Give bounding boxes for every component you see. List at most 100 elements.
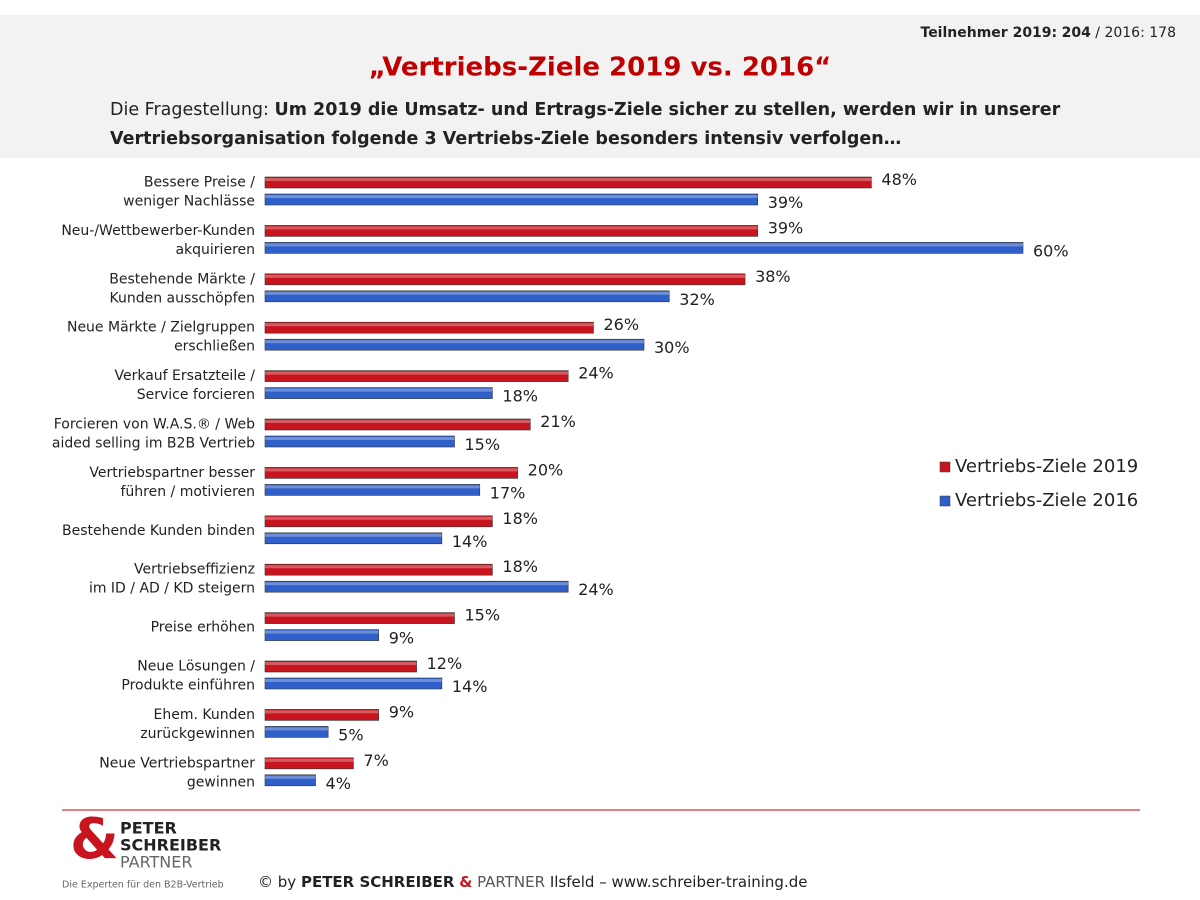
y-tick-label: weniger Nachlässe <box>123 194 255 210</box>
bar-highlight <box>265 533 442 537</box>
y-tick-label: akquirieren <box>175 242 255 258</box>
bar <box>264 563 493 576</box>
value-label: 15% <box>465 435 501 454</box>
bar <box>264 225 759 237</box>
bar-highlight <box>265 388 493 392</box>
y-tick-label: gewinnen <box>187 774 255 790</box>
count: 204 <box>1062 25 1091 41</box>
value-label: 9% <box>389 702 414 721</box>
bar-highlight <box>265 710 379 714</box>
bar-highlight <box>265 516 493 520</box>
y-tick-label: Bessere Preise / <box>144 175 255 191</box>
value-label: 4% <box>326 774 351 793</box>
bar <box>264 709 379 721</box>
bar <box>264 467 518 479</box>
company: PETER SCHREIBER <box>301 873 455 891</box>
value-label: 18% <box>502 387 538 406</box>
y-tick-label: Service forcieren <box>137 387 255 403</box>
bar <box>264 612 455 624</box>
bar <box>264 290 670 303</box>
bar <box>264 515 493 528</box>
bar <box>264 774 316 787</box>
y-tick-label: Verkauf Ersatzteile / <box>114 368 255 384</box>
bar <box>264 321 594 334</box>
bar-highlight <box>265 630 379 634</box>
bar-highlight <box>265 613 455 617</box>
separator: / <box>1095 25 1100 41</box>
bar <box>264 387 493 399</box>
y-tick-label: Forcieren von W.A.S.® / Web <box>54 417 255 433</box>
chart-title: „Vertriebs-Ziele 2019 vs. 2016“ <box>369 53 832 83</box>
y-tick-label: Kunden ausschöpfen <box>109 290 255 306</box>
y-tick-label: erschließen <box>174 339 255 355</box>
bar-highlight <box>265 195 758 198</box>
legend-swatch <box>939 461 951 473</box>
value-label: 18% <box>502 557 538 576</box>
y-tick-label: Neue Vertriebspartner <box>99 755 255 771</box>
bar <box>264 757 354 770</box>
bar <box>264 273 746 286</box>
company: PARTNER <box>477 873 545 891</box>
company-amp: & <box>459 873 472 891</box>
y-tick-label: Bestehende Kunden binden <box>62 523 255 539</box>
bar-highlight <box>265 291 670 295</box>
y-tick-label: Neue Lösungen / <box>137 659 255 675</box>
bar-highlight <box>265 420 531 423</box>
copyright-suffix: Ilsfeld – www.schreiber-training.de <box>550 873 808 891</box>
y-tick-label: im ID / AD / KD steigern <box>89 581 255 597</box>
logo-amp: & <box>70 807 119 872</box>
copyright: © by PETER SCHREIBER & PARTNER Ilsfeld –… <box>258 873 807 891</box>
y-tick-label: Vertriebseffizienz <box>134 562 255 578</box>
value-label: 5% <box>338 725 363 744</box>
count: 178 <box>1149 25 1176 41</box>
logo-text: PARTNER <box>120 853 193 872</box>
bar <box>264 484 481 496</box>
bar-highlight <box>265 485 480 489</box>
bar-highlight <box>265 226 758 230</box>
bar-highlight <box>265 679 442 682</box>
bar <box>264 242 1024 254</box>
bar-highlight <box>265 274 746 278</box>
value-label: 24% <box>578 364 614 383</box>
bar-highlight <box>265 437 455 440</box>
bar <box>264 418 531 431</box>
bar-highlight <box>265 371 569 375</box>
y-tick-label: Ehem. Kunden <box>154 707 255 723</box>
logo-text: PETER <box>120 819 177 838</box>
question-text: Vertriebsorganisation folgende 3 Vertrie… <box>110 129 901 149</box>
value-label: 38% <box>755 267 791 286</box>
bar-highlight <box>265 468 518 472</box>
y-tick-label: aided selling im B2B Vertrieb <box>52 436 255 452</box>
value-label: 18% <box>502 509 538 528</box>
value-label: 15% <box>465 606 501 625</box>
y-tick-label: Vertriebspartner besser <box>89 465 255 481</box>
bar <box>264 677 443 690</box>
value-label: 30% <box>654 338 690 357</box>
bar-highlight <box>265 178 872 181</box>
value-label: 9% <box>389 629 414 648</box>
bar-highlight <box>265 582 569 586</box>
legend-label: Vertriebs-Ziele 2016 <box>955 490 1138 511</box>
value-label: 60% <box>1033 241 1069 260</box>
value-label: 39% <box>768 193 804 212</box>
bar-highlight <box>265 340 644 344</box>
value-label: 14% <box>452 677 488 696</box>
y-tick-label: Neu-/Wettbewerber-Kunden <box>61 223 255 239</box>
y-tick-label: Preise erhöhen <box>151 620 255 636</box>
participants: Teilnehmer 2019: 204 / 2016: 178 <box>921 25 1177 41</box>
bar <box>264 726 329 738</box>
logo-text: SCHREIBER <box>120 836 221 855</box>
y-tick-label: Neue Märkte / Zielgruppen <box>67 320 255 336</box>
bar <box>264 193 759 206</box>
question-text: Um 2019 die Umsatz- und Ertrags-Ziele si… <box>275 100 1061 120</box>
bar-highlight <box>265 565 493 569</box>
bar-highlight <box>265 758 354 762</box>
label: Teilnehmer 2019: <box>921 25 1058 41</box>
bar <box>264 176 872 189</box>
bar <box>264 660 417 673</box>
bar <box>264 435 455 448</box>
bar <box>264 338 645 351</box>
legend-swatch <box>939 495 951 507</box>
bar-highlight <box>265 323 594 327</box>
